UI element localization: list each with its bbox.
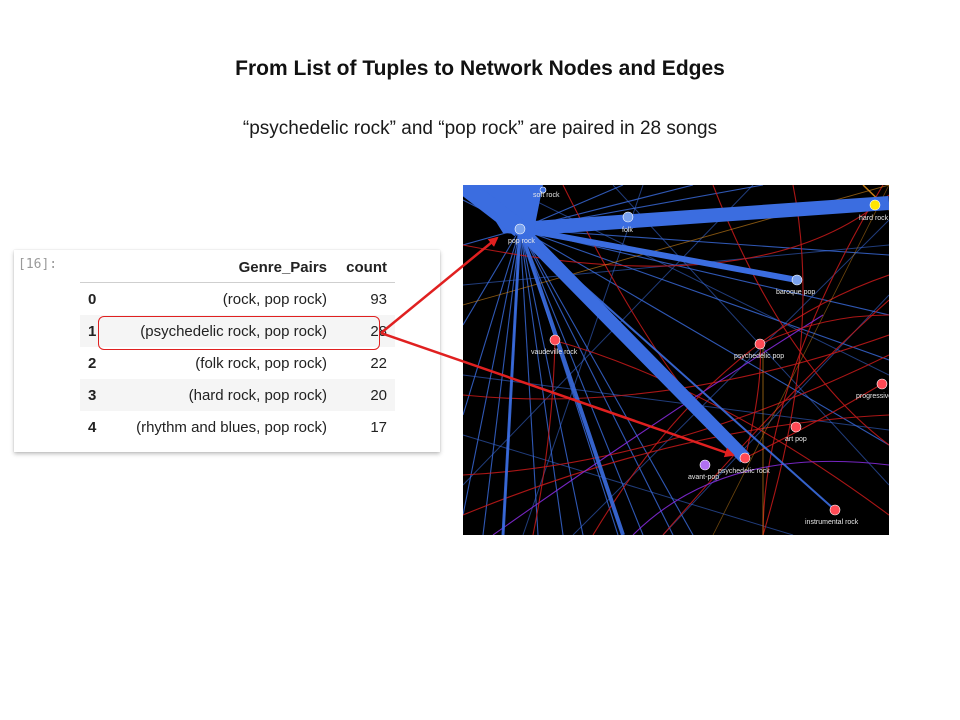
network-edge [744,383,883,459]
node-label-instrumental-rock: instrumental rock [805,519,859,526]
genre-pair-cell: (psychedelic rock, pop rock) [114,315,335,347]
node-label-baroque-pop: baroque pop [776,289,815,296]
table-row: 3 (hard rock, pop rock) 20 [80,379,395,411]
genre-pair-cell: (hard rock, pop rock) [114,379,335,411]
dataframe-output: Genre_Pairs count 0 (rock, pop rock) 93 … [14,250,440,452]
network-edge [759,314,889,345]
node-label-vaudeville-rock: vaudeville rock [531,349,578,356]
node-label-soft-rock: soft rock [533,192,560,199]
genre-pair-cell: (rhythm and blues, pop rock) [136,418,327,436]
node-label-progressive: progressive [856,393,889,400]
node-avant-pop [699,459,711,471]
cell-execution-prompt: [16]: [18,257,58,272]
node-instrumental-rock [829,504,841,516]
network-edge [502,185,889,376]
node-progressive [876,378,888,390]
node-pop-rock [514,223,526,235]
node-art-pop [790,421,802,433]
node-psychedelic-rock [739,452,751,464]
genre-pairs-header: Genre_Pairs [114,252,335,283]
row-index: 2 [88,354,97,372]
node-vaudeville-rock [549,334,561,346]
row-index: 3 [80,379,114,411]
index-header [80,252,114,283]
edge-pop-rock-hard-rock [519,196,889,236]
row-index: 0 [88,290,97,308]
node-label-avant-pop: avant-pop [688,474,719,481]
row-index: 1 [80,315,114,347]
node-soft-rock [539,186,547,194]
count-cell: 22 [370,354,387,372]
genre-pair-cell: (folk rock, pop rock) [195,354,327,372]
node-label-hard-rock: hard rock [859,215,889,222]
row-index: 4 [88,418,97,436]
network-edge [519,228,889,361]
node-folk [622,211,634,223]
network-edge [632,460,889,535]
count-header: count [335,252,395,283]
network-graph: soft rock pop rock folk hard rock baroque po… [463,185,889,535]
table-row: 2 (folk rock, pop rock) 22 [80,347,395,379]
slide-subtitle: “psychedelic rock” and “pop rock” are pa… [242,118,718,139]
table-header-row: Genre_Pairs count [80,252,395,283]
network-edge [744,343,761,459]
count-cell: 20 [335,379,395,411]
network-edge [612,185,889,486]
table-row: 1 (psychedelic rock, pop rock) 28 [80,315,395,347]
node-label-psychedelic-rock: psychedelic rock [718,468,770,475]
edge-pop-rock-baroque-pop [519,226,798,283]
node-label-art-pop: art pop [785,436,807,443]
network-edge [712,185,889,446]
node-baroque-pop [791,274,803,286]
node-label-pop-rock: pop rock [508,238,535,245]
node-label-psychedelic-pop: psychedelic pop [734,353,784,360]
network-edge [762,185,884,535]
node-hard-rock [869,199,881,211]
slide-title: From List of Tuples to Network Nodes and… [235,57,725,80]
node-psychedelic-pop [754,338,766,350]
count-cell: 17 [370,418,387,436]
genre-pair-cell: (rock, pop rock) [222,290,327,308]
table-row: 4 (rhythm and blues, pop rock) 17 [80,411,395,443]
edge-rock-pop-rock [463,185,526,237]
node-label-folk: folk [622,227,633,234]
table-row: 0 (rock, pop rock) 93 [80,283,395,316]
highlighted-row-box [98,316,380,350]
network-edge [762,185,804,535]
network-edge [712,185,889,535]
count-cell: 93 [370,290,387,308]
